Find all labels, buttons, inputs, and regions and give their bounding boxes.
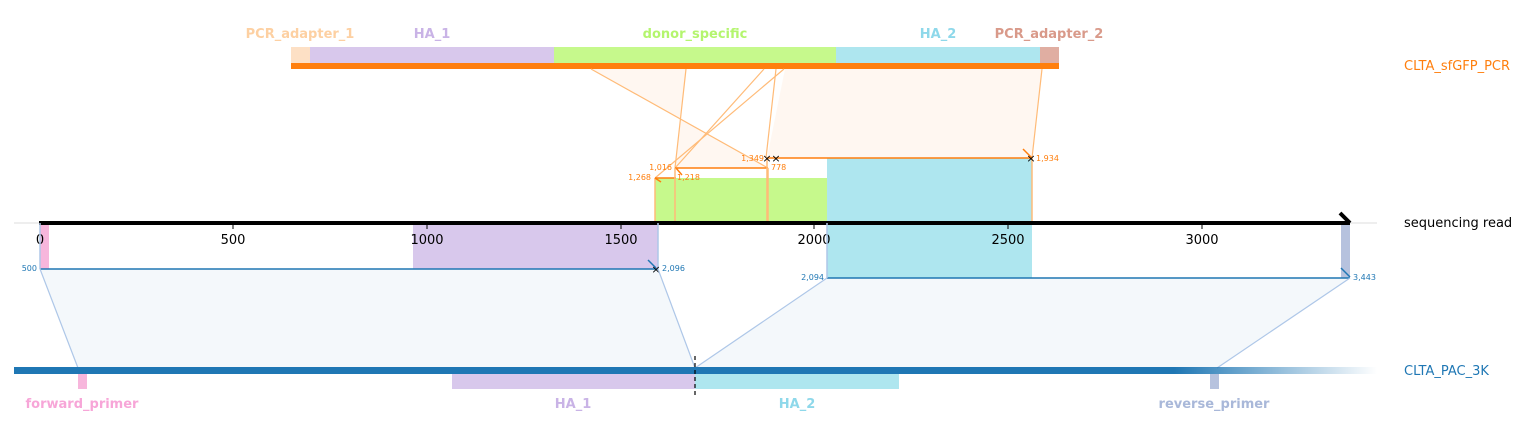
donor-feature-donor-specific (554, 47, 836, 64)
read-region-forward-primer (40, 223, 49, 269)
donor-tick-3 (1022, 148, 1033, 159)
donor-feature-ha-1 (310, 47, 554, 64)
axis-tick-label-3000: 3000 (1185, 233, 1218, 248)
read-track: 0 500 1000 1500 2000 2500 3000 sequencin… (14, 211, 1512, 278)
donor-name-label: CLTA_sfGFP_PCR (1404, 59, 1510, 74)
donor-projection-line-4 (654, 68, 785, 179)
donor-tick-2 (675, 167, 683, 176)
donor-tick-1 (654, 177, 662, 183)
target-track: forward_primer HA_1 HA_2 reverse_primer … (14, 356, 1489, 412)
donor-coord-1218: 1,218 (677, 173, 700, 182)
donor-feature-pcr-adapter-2 (1040, 47, 1059, 64)
donor-coord-1934: 1,934 (1036, 154, 1059, 163)
target-feature-label-ha-1: HA_1 (555, 397, 592, 412)
target-coord-3443: 3,443 (1353, 273, 1376, 282)
read-region-ha-2-donor (827, 158, 1032, 223)
donor-feature-label-ha-2: HA_2 (920, 27, 957, 42)
target-aligned-regions: × 500 2,096 2,094 3,443 (22, 223, 1376, 282)
target-backbone-fade (1174, 367, 1377, 374)
target-coord-2094: 2,094 (801, 273, 824, 282)
read-region-reverse-primer (1341, 223, 1350, 278)
axis-tick-label-1500: 1500 (604, 233, 637, 248)
target-projection-line-3 (694, 277, 828, 369)
target-coord-2096: 2,096 (662, 264, 685, 273)
target-name-label: CLTA_PAC_3K (1404, 364, 1489, 379)
target-projection-line-1 (39, 268, 79, 369)
donor-track: PCR_adapter_1 HA_1 donor_specific HA_2 P… (246, 27, 1510, 74)
donor-coord-1268: 1,268 (628, 173, 651, 182)
read-name-label: sequencing read (1404, 216, 1512, 231)
donor-backbone-line (291, 63, 1059, 69)
donor-aligned-regions: × × × 1,268 1,218 1,016 778 1,349 1,934 (628, 148, 1059, 223)
target-backbone-solid (14, 367, 1174, 374)
target-tick-1 (647, 259, 657, 269)
target-alignment-projections (39, 268, 1351, 369)
donor-coord-1349: 1,349 (741, 154, 764, 163)
target-feature-label-forward-primer: forward_primer (26, 397, 140, 412)
axis-tick-label-2500: 2500 (991, 233, 1024, 248)
target-projection-a (40, 269, 695, 368)
donor-coord-1016: 1,016 (649, 163, 672, 172)
donor-feature-pcr-adapter-1 (291, 47, 310, 64)
donor-cross-marker-2: × (771, 152, 780, 165)
donor-coord-778: 778 (771, 163, 786, 172)
axis-tick-label-500: 500 (221, 233, 246, 248)
read-region-ha-1 (413, 223, 658, 269)
donor-alignment-projections (590, 68, 1043, 179)
target-feature-forward-primer (78, 374, 87, 389)
target-feature-ha-1 (452, 374, 695, 389)
donor-feature-ha-2 (836, 47, 1040, 64)
read-region-ha-2 (827, 223, 1032, 278)
donor-feature-label-pcr-adapter-2: PCR_adapter_2 (995, 27, 1104, 42)
target-tick-2 (1340, 267, 1351, 278)
donor-cross-marker-3: × (1026, 152, 1035, 165)
read-region-donor-specific (655, 178, 827, 223)
donor-feature-label-donor-specific: donor_specific (643, 27, 748, 42)
target-feature-label-ha-2: HA_2 (779, 397, 816, 412)
read-axis-arrowhead (1338, 211, 1352, 225)
axis-tick-label-1000: 1000 (410, 233, 443, 248)
donor-feature-label-pcr-adapter-1: PCR_adapter_1 (246, 27, 355, 42)
target-projection-line-2 (657, 268, 696, 369)
target-coord-500: 500 (22, 264, 37, 273)
donor-projection-line-5 (765, 68, 777, 159)
target-cross-marker: × (651, 263, 660, 276)
donor-projection-a (685, 69, 1042, 158)
donor-cross-marker-1: × (762, 152, 771, 165)
target-projection-b (695, 278, 1350, 368)
donor-projection-line-2 (674, 68, 687, 169)
donor-feature-label-ha-1: HA_1 (414, 27, 451, 42)
donor-projection-line-1 (590, 68, 769, 169)
axis-tick-label-2000: 2000 (797, 233, 830, 248)
target-feature-reverse-primer (1210, 374, 1219, 389)
target-feature-ha-2 (695, 374, 899, 389)
donor-projection-line-3 (674, 68, 765, 169)
donor-projection-line-6 (1031, 68, 1043, 159)
target-projection-line-4 (1216, 277, 1351, 369)
target-feature-label-reverse-primer: reverse_primer (1159, 397, 1271, 412)
